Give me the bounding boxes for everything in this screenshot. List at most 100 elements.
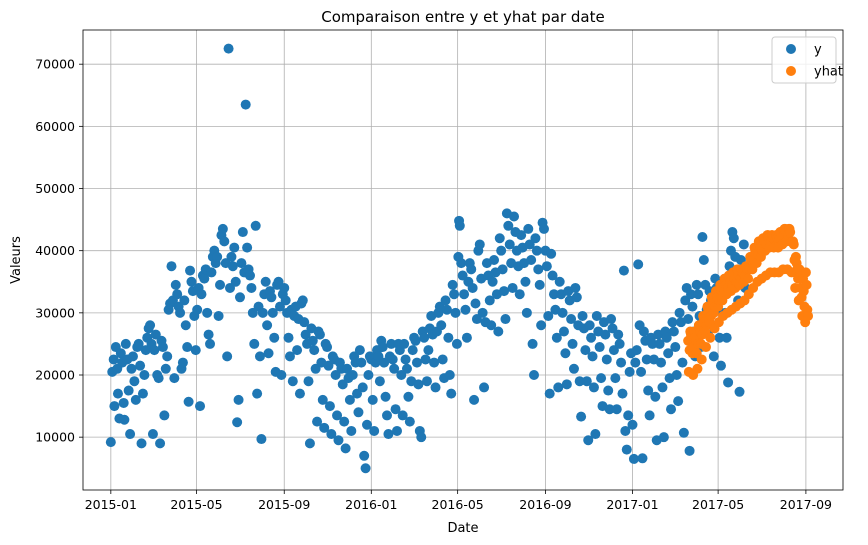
point-y xyxy=(576,411,587,422)
point-y xyxy=(591,310,602,321)
point-y xyxy=(262,320,273,331)
point-y xyxy=(584,320,595,331)
y-tick-label: 60000 xyxy=(35,119,75,134)
point-y xyxy=(667,317,678,328)
point-y xyxy=(133,338,144,349)
point-y xyxy=(600,329,611,340)
x-tick-label: 2015-09 xyxy=(258,497,310,512)
point-y xyxy=(548,289,559,300)
point-y xyxy=(533,264,544,275)
point-y xyxy=(162,351,173,362)
point-y xyxy=(529,370,540,380)
chart-title: Comparaison entre y et yhat par date xyxy=(321,8,604,26)
point-y xyxy=(616,357,627,368)
x-tick-label: 2015-05 xyxy=(170,497,222,512)
point-y xyxy=(166,261,177,272)
point-y xyxy=(479,382,490,393)
point-y xyxy=(397,410,408,421)
point-y xyxy=(108,354,119,365)
point-y xyxy=(380,391,391,402)
point-y xyxy=(354,345,365,356)
point-y xyxy=(383,429,394,440)
point-y xyxy=(123,385,134,396)
point-y xyxy=(153,373,164,384)
point-y xyxy=(566,314,577,325)
x-tick-label: 2017-09 xyxy=(780,497,832,512)
point-y xyxy=(661,332,672,343)
point-y xyxy=(734,386,745,397)
point-y xyxy=(233,394,244,405)
point-y xyxy=(580,345,591,356)
point-y xyxy=(377,342,388,353)
point-y xyxy=(603,385,614,396)
point-yhat xyxy=(743,273,754,284)
point-y xyxy=(507,282,518,293)
point-y xyxy=(129,376,140,387)
point-y xyxy=(297,295,308,306)
point-y xyxy=(319,422,330,433)
point-y xyxy=(362,419,373,430)
point-y xyxy=(157,342,168,353)
point-y xyxy=(256,434,267,445)
point-y xyxy=(250,220,261,231)
point-y xyxy=(363,370,374,380)
point-y xyxy=(112,388,123,399)
legend-label-yhat: yhat xyxy=(814,65,843,80)
point-y xyxy=(633,259,644,270)
point-y xyxy=(613,329,624,340)
point-y xyxy=(637,453,648,464)
point-y xyxy=(497,264,508,275)
point-y xyxy=(299,317,310,328)
point-y xyxy=(489,255,500,265)
y-tick-label: 70000 xyxy=(35,57,75,72)
point-y xyxy=(115,348,126,359)
point-y xyxy=(451,338,462,349)
point-y xyxy=(137,388,148,399)
point-y xyxy=(227,261,238,272)
y-tick-label: 10000 xyxy=(35,430,75,445)
point-y xyxy=(590,429,601,440)
point-y xyxy=(219,236,230,247)
point-y xyxy=(249,338,260,349)
point-y xyxy=(410,335,421,346)
legend-label-y: y xyxy=(814,43,822,58)
point-y xyxy=(205,338,216,349)
point-y xyxy=(514,289,525,300)
point-y xyxy=(493,326,504,337)
point-y xyxy=(449,289,460,300)
x-tick-label: 2016-01 xyxy=(345,497,397,512)
point-y xyxy=(292,345,303,356)
point-y xyxy=(252,388,263,399)
legend-marker-y xyxy=(786,44,796,54)
point-y xyxy=(344,394,355,405)
point-yhat xyxy=(788,239,799,250)
point-y xyxy=(684,445,695,456)
point-y xyxy=(459,289,470,300)
point-y xyxy=(136,438,147,449)
point-y xyxy=(666,404,677,415)
point-y xyxy=(715,360,726,371)
point-y xyxy=(401,363,412,374)
point-y xyxy=(263,348,274,359)
point-yhat xyxy=(785,227,796,238)
point-y xyxy=(213,310,224,321)
point-y xyxy=(738,239,749,250)
point-y xyxy=(172,289,183,300)
point-y xyxy=(444,370,455,380)
point-y xyxy=(130,394,141,405)
point-y xyxy=(254,351,265,362)
point-y xyxy=(404,416,415,427)
point-y xyxy=(477,307,488,318)
point-y xyxy=(223,43,234,54)
point-y xyxy=(179,295,190,306)
point-y xyxy=(588,382,599,393)
point-y xyxy=(307,335,318,346)
point-y xyxy=(340,443,351,454)
point-y xyxy=(276,370,287,380)
x-axis-label: Date xyxy=(447,521,478,536)
point-y xyxy=(147,429,158,440)
point-y xyxy=(407,345,418,356)
point-y xyxy=(691,279,702,290)
point-y xyxy=(547,270,558,281)
